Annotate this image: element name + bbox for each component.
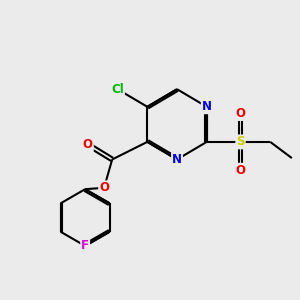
Text: N: N <box>172 153 182 166</box>
Text: F: F <box>81 239 89 252</box>
Text: N: N <box>202 100 212 113</box>
Text: O: O <box>236 107 245 120</box>
Text: O: O <box>83 138 93 151</box>
Text: O: O <box>236 164 245 177</box>
Text: Cl: Cl <box>111 83 124 96</box>
Text: O: O <box>99 181 109 194</box>
Text: S: S <box>236 135 245 148</box>
